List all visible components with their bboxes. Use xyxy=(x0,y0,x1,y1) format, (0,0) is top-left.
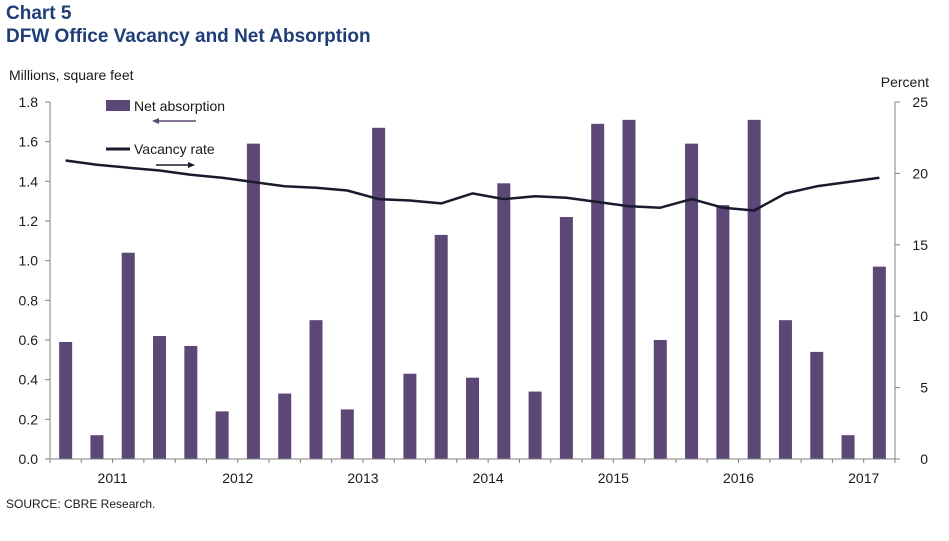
absorption-bar xyxy=(278,393,292,459)
right-axis-label: Percent xyxy=(881,74,929,90)
absorption-bar xyxy=(121,252,135,459)
absorption-bar xyxy=(747,119,761,459)
absorption-bar xyxy=(153,336,167,459)
left-axis-label: Millions, square feet xyxy=(9,67,134,83)
right-tick-label: 15 xyxy=(912,237,928,253)
left-tick-label: 1.2 xyxy=(19,213,39,229)
absorption-bar xyxy=(184,345,198,459)
vacancy-rate-line xyxy=(65,159,880,212)
absorption-bar xyxy=(434,234,448,459)
left-tick-label: 1.6 xyxy=(19,134,39,150)
legend-right-arrow-head xyxy=(188,162,195,168)
x-tick-label: 2017 xyxy=(848,470,879,486)
absorption-bar xyxy=(372,127,386,460)
left-tick-label: 1.8 xyxy=(19,94,39,110)
absorption-bar xyxy=(90,435,104,459)
absorption-bar xyxy=(591,123,605,460)
absorption-bar xyxy=(466,377,479,459)
left-tick-label: 1.0 xyxy=(19,253,39,269)
left-tick-label: 0.8 xyxy=(19,292,39,308)
absorption-bar xyxy=(246,143,260,459)
absorption-bar xyxy=(528,391,542,459)
x-tick-label: 2011 xyxy=(98,470,128,486)
left-tick-label: 0.4 xyxy=(19,372,39,388)
right-tick-label: 10 xyxy=(912,308,928,324)
right-tick-label: 25 xyxy=(912,94,928,110)
left-tick-label: 0.6 xyxy=(19,332,39,348)
x-tick-label: 2014 xyxy=(473,470,504,486)
absorption-bar xyxy=(309,320,323,459)
absorption-bar xyxy=(403,373,417,459)
right-tick-label: 20 xyxy=(912,165,928,181)
left-tick-label: 1.4 xyxy=(19,173,39,189)
legend-left-arrow-head xyxy=(152,118,159,124)
chart-number: Chart 5 xyxy=(6,3,72,24)
chart-title: DFW Office Vacancy and Net Absorption xyxy=(6,26,371,47)
legend-label-vacancy-rate: Vacancy rate xyxy=(134,141,215,157)
absorption-bar xyxy=(497,183,511,460)
absorption-bar xyxy=(810,351,824,459)
absorption-bar xyxy=(340,409,354,459)
absorption-bar xyxy=(841,435,855,459)
absorption-bar xyxy=(622,119,636,459)
absorption-bar xyxy=(653,340,667,459)
left-tick-label: 0.2 xyxy=(19,411,39,427)
source-note: SOURCE: CBRE Research. xyxy=(6,497,156,511)
absorption-bar xyxy=(559,217,573,459)
x-tick-label: 2013 xyxy=(347,470,378,486)
absorption-bar xyxy=(872,266,886,459)
x-tick-label: 2016 xyxy=(723,470,754,486)
absorption-bar xyxy=(685,143,699,459)
absorption-bar xyxy=(215,411,229,459)
x-tick-label: 2015 xyxy=(598,470,629,486)
left-tick-label: 0.0 xyxy=(19,451,39,467)
legend-bar-swatch xyxy=(106,100,130,111)
right-tick-label: 0 xyxy=(920,451,928,467)
absorption-bar xyxy=(778,320,792,459)
legend-label-net-absorption: Net absorption xyxy=(134,98,225,114)
right-tick-label: 5 xyxy=(920,380,928,396)
absorption-bar xyxy=(59,341,73,459)
x-tick-label: 2012 xyxy=(222,470,253,486)
absorption-bar xyxy=(716,205,730,459)
